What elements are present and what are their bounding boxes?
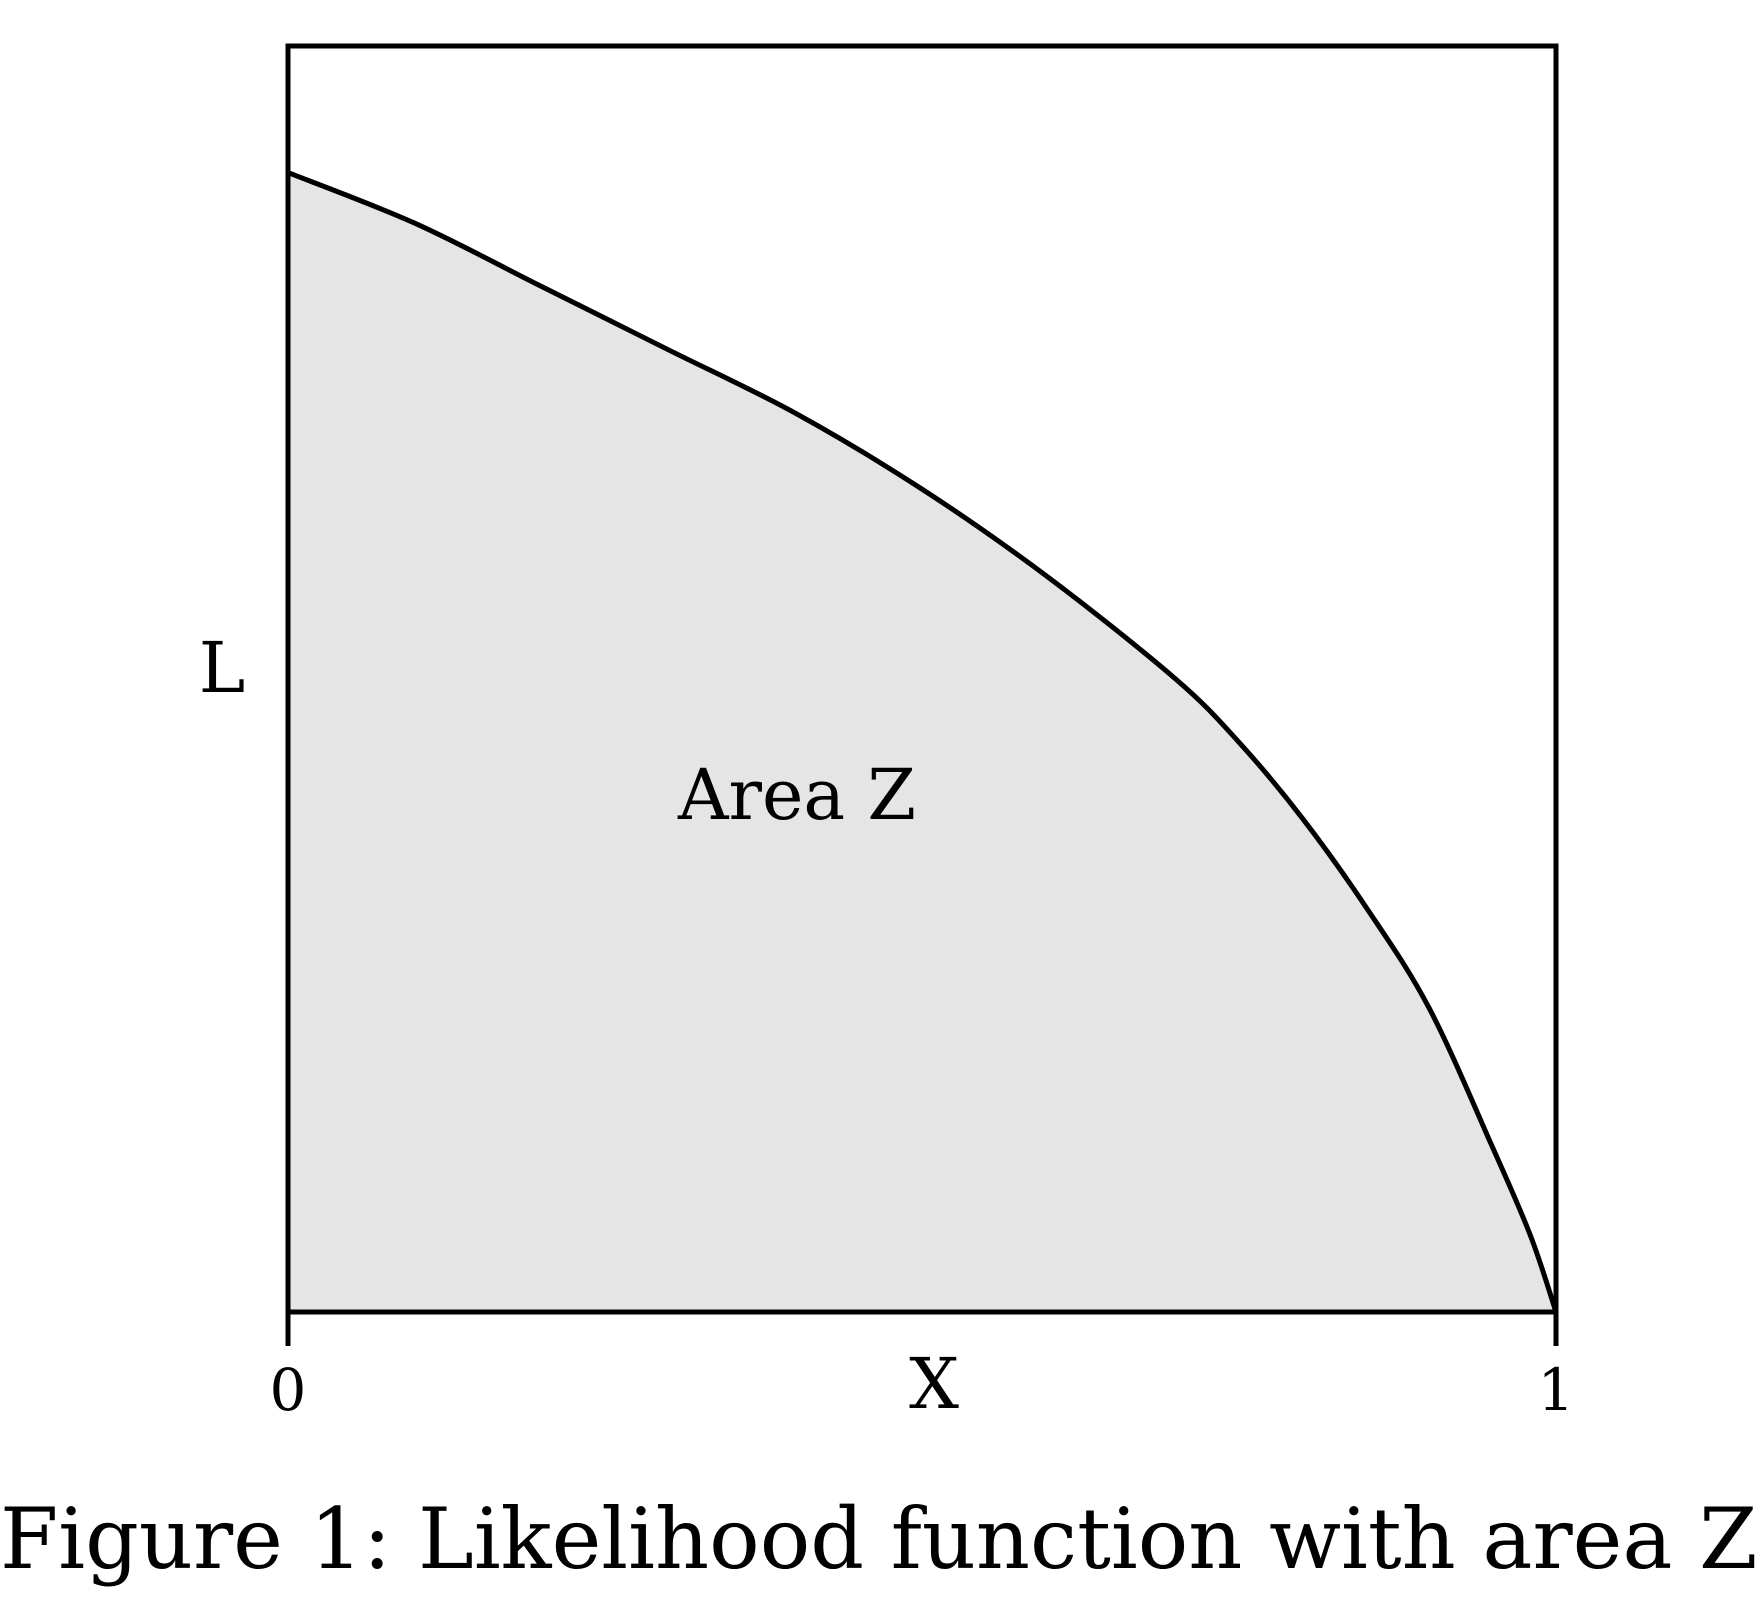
- area-annotation: Area Z: [677, 754, 916, 836]
- x-tick-label-1: 1: [1538, 1356, 1575, 1424]
- area-fill: [288, 172, 1556, 1313]
- plot-frame: [285, 43, 1559, 1315]
- x-tick-label-0: 0: [270, 1356, 307, 1424]
- likelihood-curve: [287, 170, 1559, 1313]
- x-axis-label: X: [909, 1343, 959, 1425]
- likelihood-chart: L X 0 1 Area Z: [198, 43, 1575, 1425]
- y-axis-label: L: [199, 627, 245, 709]
- figure-caption: Figure 1: Likelihood function with area …: [0, 1490, 1756, 1588]
